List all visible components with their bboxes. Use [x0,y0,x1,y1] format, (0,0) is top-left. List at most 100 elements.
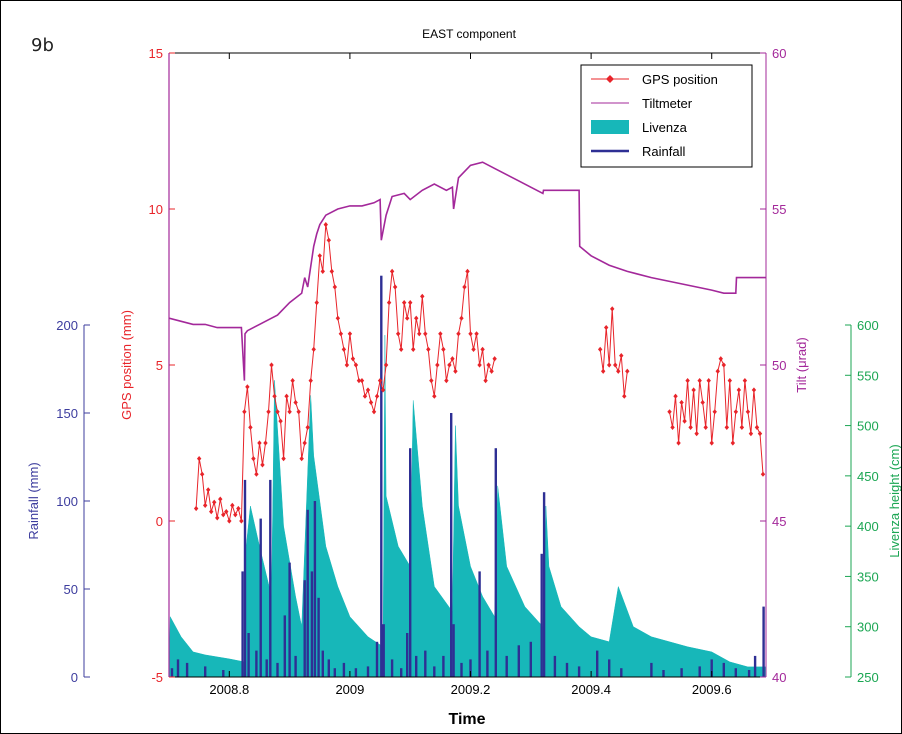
gps-point [673,393,678,399]
rainfall-bar [222,670,225,677]
livenza-tick-label: 550 [857,368,879,383]
rainfall-bar [342,662,346,677]
rainfall-bar [327,659,330,677]
gps-point [305,424,310,430]
rainfall-bar [382,624,385,677]
gps-point [742,378,748,384]
gps-point [347,331,353,337]
rainfall-bars-layer [170,275,765,677]
tilt-axis-label: Tilt (μrad) [794,337,809,392]
gps-tick-label: 0 [156,514,163,529]
gps-point [224,509,229,515]
gps-point [688,424,693,430]
gps-line [195,224,496,522]
gps-point [221,512,226,518]
rainfall-bar [409,448,412,677]
livenza-axis-label: Livenza height (cm) [887,444,901,557]
rainfall-bar [400,668,403,677]
rainfall-bar [375,641,379,677]
legend-entry-livenza: Livenza [591,120,688,135]
rainfall-bar [680,668,683,677]
gps-point [408,300,413,306]
gps-point [368,399,374,406]
gps-point [380,387,386,393]
gps-point [417,331,422,337]
gps-point [712,409,717,415]
gps-point [263,440,268,446]
rainfall-bar [442,655,445,677]
gps-point [245,384,250,390]
gps-point [374,393,380,399]
gps-point [706,378,711,384]
gps-point [697,378,702,384]
livenza-area-layer [169,335,766,677]
gps-point [456,331,461,337]
gps-point [715,368,720,374]
x-axis: 2008.8 2009 2009.2 2009.4 2009.6 [209,53,732,697]
gps-point [745,409,751,415]
gps-point [398,346,404,352]
gps-point [209,509,214,515]
gps-point [356,378,362,384]
gps-point [721,362,726,368]
rainfall-bar [303,580,306,677]
gps-point [465,268,470,274]
gps-point [709,440,714,446]
gps-point [718,356,723,362]
rainfall-bar [620,668,623,677]
rainfall-bar [176,659,180,677]
gps-point [311,346,316,352]
rainfall-bar [247,633,250,677]
gps-point [353,362,359,368]
livenza-tick-label: 500 [857,419,879,434]
gps-point [739,424,745,430]
rainfall-bar [310,571,314,677]
gps-point [477,362,482,368]
gps-point [275,409,280,415]
rainfall-bar [553,655,557,677]
gps-point [314,300,319,306]
gps-point [266,409,271,415]
gps-point [622,393,627,399]
x-tick-label: 2008.8 [209,682,249,697]
rainfall-axis-label: Rainfall (mm) [26,462,41,539]
rainfall-bar [734,668,737,677]
legend-label-rainfall: Rainfall [642,144,685,159]
legend-entry-gps: GPS position [591,72,718,87]
x-tick-label: 2009 [335,682,364,697]
gps-point [230,502,235,508]
rainfall-bar [762,606,765,677]
gps-point [320,268,325,274]
gps-point [616,368,621,374]
plot-frame [169,52,766,678]
gps-point [233,512,238,518]
gps-point [199,471,205,477]
rainfall-bar [650,662,653,677]
livenza-axis: 250 300 350 400 450 500 550 600 [845,318,879,685]
gps-point [462,284,467,290]
gps-tick-label: 10 [149,202,163,217]
x-tick-label: 2009.4 [571,682,611,697]
rainfall-bar [450,413,453,677]
gps-point [751,387,757,393]
gps-point [326,237,332,243]
rainfall-bar [185,662,189,677]
rainfall-tick-label: 150 [56,406,78,421]
tilt-axis: 40 45 50 55 60 [760,46,786,685]
legend-label-gps: GPS position [642,72,718,87]
gps-point [227,518,232,524]
gps-point [215,515,220,521]
gps-point [386,300,392,306]
rainfall-bar [390,659,394,677]
gps-point [748,431,754,437]
rainfall-bar [294,655,297,677]
gps-point [489,368,494,374]
rainfall-bar [317,597,320,677]
livenza-tick-label: 300 [857,620,879,635]
gps-point [359,378,365,384]
gps-point [218,496,223,502]
rainfall-bar [452,624,455,677]
rainfall-bar [269,479,272,677]
rainfall-bar [424,650,427,677]
rainfall-bar [288,562,291,677]
